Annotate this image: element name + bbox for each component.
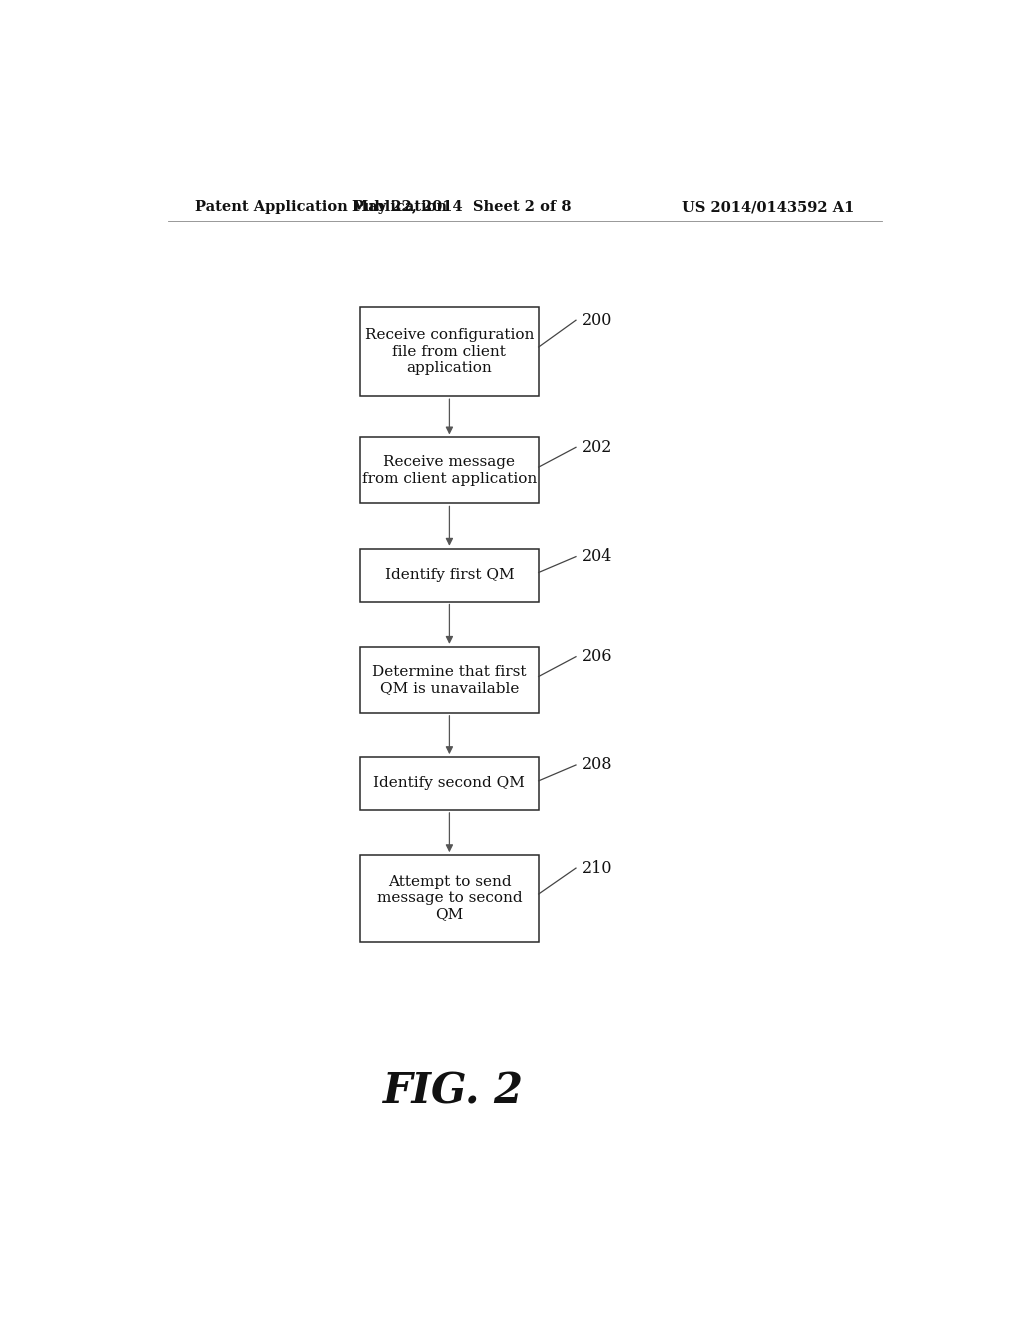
- Text: 202: 202: [583, 438, 612, 455]
- FancyBboxPatch shape: [360, 437, 539, 503]
- Text: Attempt to send
message to second
QM: Attempt to send message to second QM: [377, 875, 522, 921]
- Text: Identify second QM: Identify second QM: [374, 776, 525, 791]
- Text: Patent Application Publication: Patent Application Publication: [196, 201, 447, 214]
- Text: 210: 210: [583, 859, 612, 876]
- Text: 208: 208: [583, 756, 612, 774]
- Text: US 2014/0143592 A1: US 2014/0143592 A1: [682, 201, 854, 214]
- Text: 206: 206: [583, 648, 612, 665]
- FancyBboxPatch shape: [360, 855, 539, 941]
- Text: 200: 200: [583, 312, 612, 329]
- Text: May 22, 2014  Sheet 2 of 8: May 22, 2014 Sheet 2 of 8: [351, 201, 571, 214]
- FancyBboxPatch shape: [360, 758, 539, 810]
- FancyBboxPatch shape: [360, 549, 539, 602]
- FancyBboxPatch shape: [360, 306, 539, 396]
- FancyBboxPatch shape: [360, 647, 539, 713]
- Text: FIG. 2: FIG. 2: [383, 1071, 524, 1113]
- Text: 204: 204: [583, 548, 612, 565]
- Text: Receive configuration
file from client
application: Receive configuration file from client a…: [365, 329, 535, 375]
- Text: Receive message
from client application: Receive message from client application: [361, 455, 537, 486]
- Text: Identify first QM: Identify first QM: [385, 568, 514, 582]
- Text: Determine that first
QM is unavailable: Determine that first QM is unavailable: [372, 665, 526, 694]
